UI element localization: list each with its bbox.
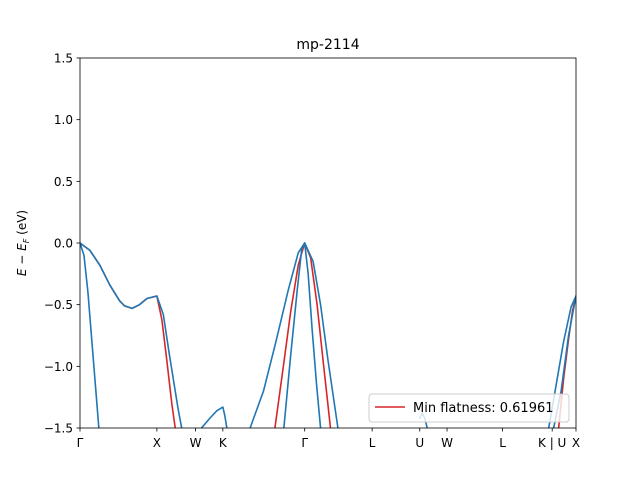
x-tick-label: Γ: [77, 436, 84, 450]
legend-label: Min flatness: 0.61961: [413, 401, 554, 416]
band-line: [80, 242, 100, 428]
x-tick-label: X: [153, 436, 161, 450]
y-tick-label: −1.0: [44, 360, 73, 374]
y-axis-label-f-subscript: F: [22, 238, 31, 243]
y-axis-label-unit: (eV): [15, 210, 29, 239]
y-axis-label: E − EF (eV): [15, 210, 31, 276]
x-axis-ticks: Γ X W K Γ L U W L K | U X: [77, 428, 580, 450]
legend-box: [368, 393, 570, 423]
x-tick-label: W: [441, 436, 453, 450]
legend: Min flatness: 0.61961: [368, 393, 570, 423]
y-tick-label: 1.0: [54, 113, 73, 127]
band-line: [200, 406, 228, 428]
y-tick-label: 0.0: [54, 237, 73, 251]
band-line: [283, 242, 322, 428]
plot-frame: [79, 57, 577, 429]
y-tick-label: −0.5: [44, 298, 73, 312]
x-tick-label: K | U: [538, 436, 566, 450]
y-axis-label-ef: E: [15, 243, 29, 251]
y-tick-label: 0.5: [54, 175, 73, 189]
y-tick-label: −1.5: [44, 422, 73, 436]
x-tick-label: U: [415, 436, 424, 450]
chart-title: mp-2114: [296, 37, 359, 53]
y-axis-label-e: E: [15, 268, 29, 276]
y-tick-label: 1.5: [54, 52, 73, 66]
x-tick-label: X: [572, 436, 580, 450]
x-tick-label: Γ: [301, 436, 308, 450]
x-tick-label: K: [219, 436, 228, 450]
x-tick-label: L: [499, 436, 506, 450]
x-tick-label: W: [190, 436, 202, 450]
x-tick-label: L: [369, 436, 376, 450]
y-axis-label-minus: −: [15, 251, 29, 269]
y-axis-ticks: −1.5 −1.0 −0.5 0.0 0.5 1.0 1.5: [44, 52, 80, 436]
band-line: [80, 242, 183, 428]
